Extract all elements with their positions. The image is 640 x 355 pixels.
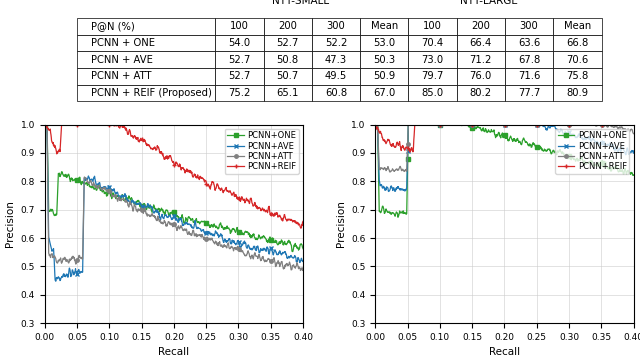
Line: PCNN+ATT: PCNN+ATT: [43, 124, 305, 272]
PCNN+AVE: [191, 218, 199, 223]
PCNN+ONE: [537, 146, 545, 151]
X-axis label: Recall: Recall: [158, 347, 189, 355]
PCNN+ONE: [57, 173, 65, 177]
Line: PCNN+AVE: PCNN+AVE: [374, 123, 636, 193]
PCNN+ATT: [298, 268, 306, 273]
Y-axis label: Precision: Precision: [5, 201, 15, 247]
PCNN+REIF: [41, 123, 49, 127]
PCNN+AVE: [264, 246, 271, 250]
PCNN+AVE: [537, 123, 545, 127]
PCNN+ONE: [568, 155, 576, 159]
Line: PCNN+ONE: PCNN+ONE: [43, 124, 305, 253]
PCNN+REIF: [371, 126, 379, 130]
PCNN+AVE: [41, 123, 49, 127]
PCNN+ATT: [371, 125, 379, 129]
Legend: PCNN+ONE, PCNN+AVE, PCNN+ATT, PCNN+REIF: PCNN+ONE, PCNN+AVE, PCNN+ATT, PCNN+REIF: [556, 129, 629, 174]
PCNN+REIF: [595, 122, 602, 127]
PCNN+REIF: [198, 176, 205, 180]
PCNN+REIF: [411, 122, 419, 127]
PCNN+REIF: [630, 122, 637, 127]
PCNN+REIF: [568, 122, 576, 127]
PCNN+ATT: [57, 256, 65, 260]
PCNN+AVE: [529, 122, 536, 127]
PCNN+AVE: [300, 260, 307, 264]
PCNN+ATT: [388, 169, 396, 173]
PCNN+AVE: [371, 123, 379, 127]
PCNN+AVE: [595, 141, 602, 145]
Line: PCNN+REIF: PCNN+REIF: [374, 123, 636, 154]
PCNN+REIF: [522, 122, 530, 127]
PCNN+AVE: [237, 245, 245, 249]
PCNN+AVE: [52, 279, 60, 283]
Line: PCNN+ATT: PCNN+ATT: [374, 123, 636, 174]
Line: PCNN+AVE: PCNN+AVE: [43, 123, 305, 283]
PCNN+ATT: [41, 124, 49, 128]
PCNN+ONE: [264, 240, 271, 244]
PCNN+AVE: [57, 276, 65, 280]
Line: PCNN+ONE: PCNN+ONE: [374, 123, 636, 219]
PCNN+ATT: [198, 235, 205, 239]
PCNN+ONE: [394, 215, 402, 219]
PCNN+ONE: [43, 123, 51, 127]
PCNN+REIF: [387, 142, 395, 147]
PCNN+ATT: [568, 122, 576, 127]
PCNN+ATT: [630, 132, 637, 136]
PCNN+REIF: [529, 122, 536, 127]
Legend: PCNN+ONE, PCNN+AVE, PCNN+ATT, PCNN+REIF: PCNN+ONE, PCNN+AVE, PCNN+ATT, PCNN+REIF: [225, 129, 299, 174]
PCNN+AVE: [206, 230, 214, 234]
PCNN+ATT: [191, 232, 198, 236]
PCNN+ATT: [237, 250, 244, 254]
X-axis label: Recall: Recall: [489, 347, 520, 355]
PCNN+ATT: [386, 170, 394, 174]
PCNN+ONE: [191, 218, 199, 223]
PCNN+ATT: [529, 122, 536, 127]
PCNN+ONE: [404, 122, 412, 127]
PCNN+ATT: [404, 122, 412, 127]
PCNN+AVE: [388, 184, 396, 189]
PCNN+ATT: [522, 122, 530, 127]
PCNN+ONE: [41, 124, 49, 128]
PCNN+REIF: [537, 122, 545, 127]
PCNN+ONE: [198, 219, 205, 223]
PCNN+REIF: [300, 219, 307, 224]
PCNN+REIF: [264, 211, 271, 215]
PCNN+ONE: [206, 225, 214, 230]
PCNN+REIF: [237, 198, 245, 202]
PCNN+ATT: [595, 122, 602, 127]
PCNN+AVE: [568, 133, 576, 138]
PCNN+ATT: [263, 258, 271, 262]
PCNN+ATT: [537, 122, 545, 127]
PCNN+ATT: [205, 237, 213, 241]
PCNN+AVE: [522, 122, 530, 127]
PCNN+REIF: [297, 226, 305, 230]
Line: PCNN+REIF: PCNN+REIF: [43, 123, 305, 230]
PCNN+REIF: [57, 140, 65, 144]
PCNN+REIF: [406, 150, 414, 154]
PCNN+ONE: [371, 123, 379, 127]
PCNN+REIF: [58, 122, 65, 127]
PCNN+ONE: [630, 173, 637, 177]
PCNN+ONE: [237, 230, 245, 234]
PCNN+ONE: [522, 140, 530, 144]
PCNN+ONE: [387, 212, 395, 216]
PCNN+REIF: [206, 184, 214, 189]
PCNN+ATT: [300, 268, 307, 272]
Y-axis label: Precision: Precision: [336, 201, 346, 247]
PCNN+AVE: [198, 229, 205, 233]
Text: NYT-SMALL: NYT-SMALL: [273, 0, 330, 6]
PCNN+ONE: [300, 247, 307, 251]
PCNN+ONE: [595, 160, 602, 165]
PCNN+ONE: [289, 250, 296, 254]
Text: NYT-LARGE: NYT-LARGE: [460, 0, 518, 6]
PCNN+ONE: [529, 141, 536, 146]
PCNN+AVE: [385, 189, 392, 193]
PCNN+AVE: [404, 122, 412, 127]
PCNN+AVE: [630, 151, 637, 155]
PCNN+REIF: [191, 172, 199, 176]
